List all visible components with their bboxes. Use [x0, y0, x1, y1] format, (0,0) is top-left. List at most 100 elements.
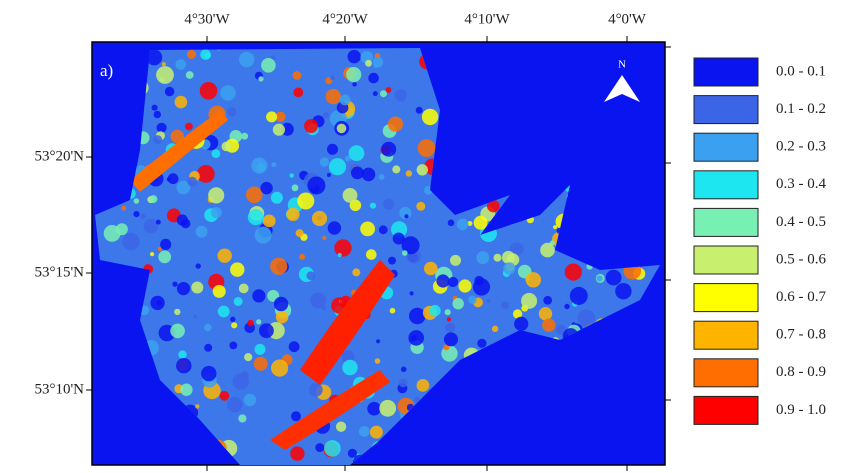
raster-cell [540, 243, 555, 258]
raster-cell [436, 274, 449, 287]
raster-cell [322, 236, 326, 240]
raster-cell [448, 220, 455, 227]
legend-label: 0.1 - 0.2 [776, 101, 826, 117]
raster-cell [251, 158, 267, 174]
raster-cell [542, 318, 555, 331]
raster-cell [373, 91, 378, 96]
raster-cell [193, 315, 197, 319]
raster-cell [150, 252, 154, 256]
raster-cell [360, 222, 375, 237]
raster-cell [220, 391, 230, 401]
raster-cell [310, 293, 326, 309]
raster-cell [309, 383, 323, 397]
lon-label: 4°20'W [322, 11, 368, 27]
raster-cell [191, 282, 203, 294]
raster-cell [330, 76, 335, 81]
raster-cell [230, 262, 244, 276]
raster-cell [334, 239, 351, 256]
raster-cell [178, 350, 186, 358]
raster-cell [121, 206, 126, 211]
raster-cell [388, 257, 396, 265]
raster-cell [399, 379, 408, 388]
raster-cell [323, 112, 329, 118]
raster-cell [200, 82, 218, 100]
raster-cell [239, 284, 249, 294]
raster-cell [239, 52, 254, 67]
raster-cell [266, 111, 277, 122]
raster-cell [565, 264, 582, 281]
lon-label: 4°30'W [184, 11, 230, 27]
raster-cell [328, 221, 341, 234]
raster-cell [227, 397, 242, 412]
raster-cell [450, 255, 461, 266]
lat-label: 53°20'N [34, 148, 84, 164]
raster-cell [144, 219, 159, 234]
raster-cell [160, 239, 171, 250]
raster-cell [351, 167, 364, 180]
raster-cell [337, 124, 347, 134]
raster-cell [244, 394, 256, 406]
raster-cell [258, 76, 263, 81]
raster-cell [233, 373, 249, 389]
raster-cell [329, 158, 346, 175]
raster-cell [231, 322, 237, 328]
raster-cell [492, 326, 498, 332]
raster-cell [165, 87, 175, 97]
raster-cell [187, 50, 196, 59]
raster-cell [386, 87, 392, 93]
raster-cell [187, 177, 197, 187]
raster-cell [201, 366, 216, 381]
raster-cell [417, 164, 428, 175]
raster-cell [374, 63, 379, 68]
raster-cell [381, 142, 396, 157]
raster-cell [383, 199, 394, 210]
raster-cell [254, 357, 268, 371]
raster-cell [596, 275, 602, 281]
panel-label: a) [100, 61, 113, 80]
raster-cell [271, 162, 276, 167]
raster-cell [468, 296, 476, 304]
legend-swatch [694, 396, 758, 424]
raster-cell [292, 184, 299, 191]
raster-cell [274, 297, 288, 311]
raster-cell [229, 342, 237, 350]
raster-cell [474, 276, 484, 286]
raster-cell [564, 304, 569, 309]
raster-cell [416, 202, 425, 211]
legend-swatch [694, 208, 758, 236]
raster-cell [458, 279, 471, 292]
raster-cell [158, 251, 171, 264]
raster-cell [197, 165, 215, 183]
raster-cell [153, 135, 162, 144]
raster-cell [293, 71, 302, 80]
raster-cell [175, 59, 186, 70]
raster-cell [343, 188, 358, 203]
raster-cell [410, 291, 414, 295]
raster-cell [393, 233, 405, 245]
raster-cell [204, 344, 212, 352]
raster-cell [388, 117, 403, 132]
raster-cell [238, 414, 246, 422]
raster-cell [304, 119, 318, 133]
raster-cell [162, 62, 166, 66]
raster-cell [177, 214, 188, 225]
raster-cell [444, 332, 458, 346]
raster-cell [553, 225, 557, 229]
raster-cell [521, 293, 537, 309]
legend-swatch [694, 96, 758, 124]
raster-cell [502, 251, 515, 264]
raster-cell [307, 177, 325, 195]
raster-cell [133, 211, 139, 217]
raster-cell [247, 320, 254, 327]
raster-cell [348, 449, 357, 458]
raster-cell [342, 360, 357, 375]
raster-cell [154, 111, 161, 118]
raster-cell [175, 96, 188, 109]
legend-swatch [694, 133, 758, 161]
raster-cell [406, 170, 412, 176]
legend-swatch [694, 359, 758, 387]
raster-cell [227, 107, 236, 116]
legend-label: 0.8 - 0.9 [776, 364, 826, 380]
raster-cell [514, 317, 528, 331]
raster-cell [186, 71, 194, 79]
